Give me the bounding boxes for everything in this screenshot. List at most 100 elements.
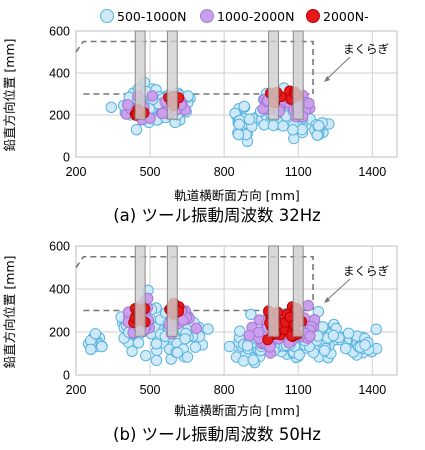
chart-b-points <box>82 284 383 369</box>
chart-a-x-axis-label: 軌道横断面方向 [mm] <box>174 188 300 203</box>
point-1000-2000N <box>303 97 315 110</box>
y-tick-label: 600 <box>49 25 70 39</box>
y-tick-label: 600 <box>49 240 70 254</box>
chart-b-caption: (b) ツール振動周波数 50Hz <box>113 425 321 444</box>
chart-a-caption: (a) ツール振動周波数 32Hz <box>113 206 321 225</box>
point-500-1000N <box>233 118 245 131</box>
point-1000-2000N <box>146 90 158 102</box>
legend-item-3: 2000N- <box>306 9 369 24</box>
y-tick-label: 0 <box>63 151 70 165</box>
point-500-1000N <box>234 325 246 337</box>
point-500-1000N <box>96 340 108 353</box>
tamping-tool-pillar <box>268 245 279 337</box>
point-500-1000N <box>126 345 138 357</box>
point-500-1000N <box>105 101 118 114</box>
x-tick-label: 1100 <box>285 165 312 179</box>
point-1000-2000N <box>304 330 316 342</box>
point-500-1000N <box>179 333 191 345</box>
point-500-1000N <box>293 349 305 361</box>
point-500-1000N <box>342 327 355 339</box>
chart-a-pillars <box>134 30 304 120</box>
y-tick-label: 200 <box>49 326 70 340</box>
chart-a-y-axis-label: 鉛直方向位置 [mm] <box>2 38 17 151</box>
chart-a-annotation-arrowhead <box>324 76 330 82</box>
point-500-1000N <box>223 340 236 353</box>
point-500-1000N <box>150 354 163 367</box>
point-500-1000N <box>327 329 340 342</box>
point-500-1000N <box>202 323 214 335</box>
point-2000N- <box>262 334 274 346</box>
x-tick-label: 1400 <box>358 165 386 179</box>
legend-marker-3 <box>306 9 320 23</box>
point-500-1000N <box>245 308 257 321</box>
y-tick-label: 200 <box>49 109 70 123</box>
chart-b-x-axis-label: 軌道横断面方向 [mm] <box>174 403 300 418</box>
point-500-1000N <box>132 337 145 349</box>
y-tick-label: 0 <box>63 369 70 383</box>
chart-b-annotation-arrowhead <box>324 297 330 303</box>
legend-label-2: 1000-2000N <box>217 9 294 24</box>
point-1000-2000N <box>190 322 203 334</box>
x-tick-label: 1400 <box>358 383 386 397</box>
chart-a-annotation: まくらぎ <box>324 42 389 82</box>
chart-b-y-axis-label: 鉛直方向位置 [mm] <box>2 255 17 368</box>
chart-a-annotation-text: まくらぎ <box>343 42 389 56</box>
x-tick-label: 200 <box>66 165 87 179</box>
point-500-1000N <box>181 351 194 363</box>
point-500-1000N <box>150 338 163 350</box>
point-1000-2000N <box>243 329 255 342</box>
x-tick-label: 800 <box>214 165 235 179</box>
point-500-1000N <box>370 323 382 335</box>
point-500-1000N <box>277 120 289 132</box>
point-1000-2000N <box>302 299 314 312</box>
tamping-tool-pillar <box>292 30 304 120</box>
x-tick-label: 1100 <box>285 383 312 397</box>
plot-frame <box>75 245 398 376</box>
plot-frame <box>75 30 398 158</box>
chart-b-pillars <box>134 245 304 337</box>
x-tick-label: 200 <box>66 383 87 397</box>
point-1000-2000N <box>122 99 134 111</box>
chart-b-annotation: まくらぎ <box>324 264 389 303</box>
point-500-1000N <box>189 341 202 353</box>
point-500-1000N <box>237 355 250 367</box>
point-500-1000N <box>232 128 245 141</box>
point-500-1000N <box>89 328 102 340</box>
point-1000-2000N <box>177 314 189 326</box>
chart-b-annotation-arrow <box>326 278 351 301</box>
point-500-1000N <box>238 100 250 113</box>
legend-item-1: 500-1000N <box>100 9 187 24</box>
legend-label-3: 2000N- <box>323 9 369 24</box>
point-500-1000N <box>267 119 280 132</box>
x-tick-label: 500 <box>140 165 161 179</box>
point-500-1000N <box>140 349 152 362</box>
legend: 500-1000N 1000-2000N 2000N- <box>100 9 369 24</box>
y-tick-label: 400 <box>49 67 70 81</box>
legend-marker-2 <box>200 9 214 23</box>
tamping-tool-pillar <box>292 245 304 337</box>
tamping-tool-pillar <box>134 245 146 337</box>
point-1000-2000N <box>253 326 265 338</box>
point-500-1000N <box>313 120 325 132</box>
legend-marker-1 <box>100 9 114 23</box>
point-500-1000N <box>130 124 143 136</box>
tamping-tool-pillar <box>268 30 279 120</box>
chart-a-annotation-arrow <box>326 56 351 80</box>
point-1000-2000N <box>156 107 169 120</box>
point-500-1000N <box>247 354 259 366</box>
tamping-tool-pillar <box>134 30 146 120</box>
tamping-tool-pillar <box>166 30 178 120</box>
legend-label-1: 500-1000N <box>117 9 187 24</box>
point-500-1000N <box>171 346 184 359</box>
point-500-1000N <box>311 129 323 141</box>
point-500-1000N <box>339 342 352 355</box>
legend-item-2: 1000-2000N <box>200 9 294 24</box>
point-500-1000N <box>359 339 371 351</box>
point-500-1000N <box>287 124 299 136</box>
x-tick-label: 500 <box>140 383 161 397</box>
